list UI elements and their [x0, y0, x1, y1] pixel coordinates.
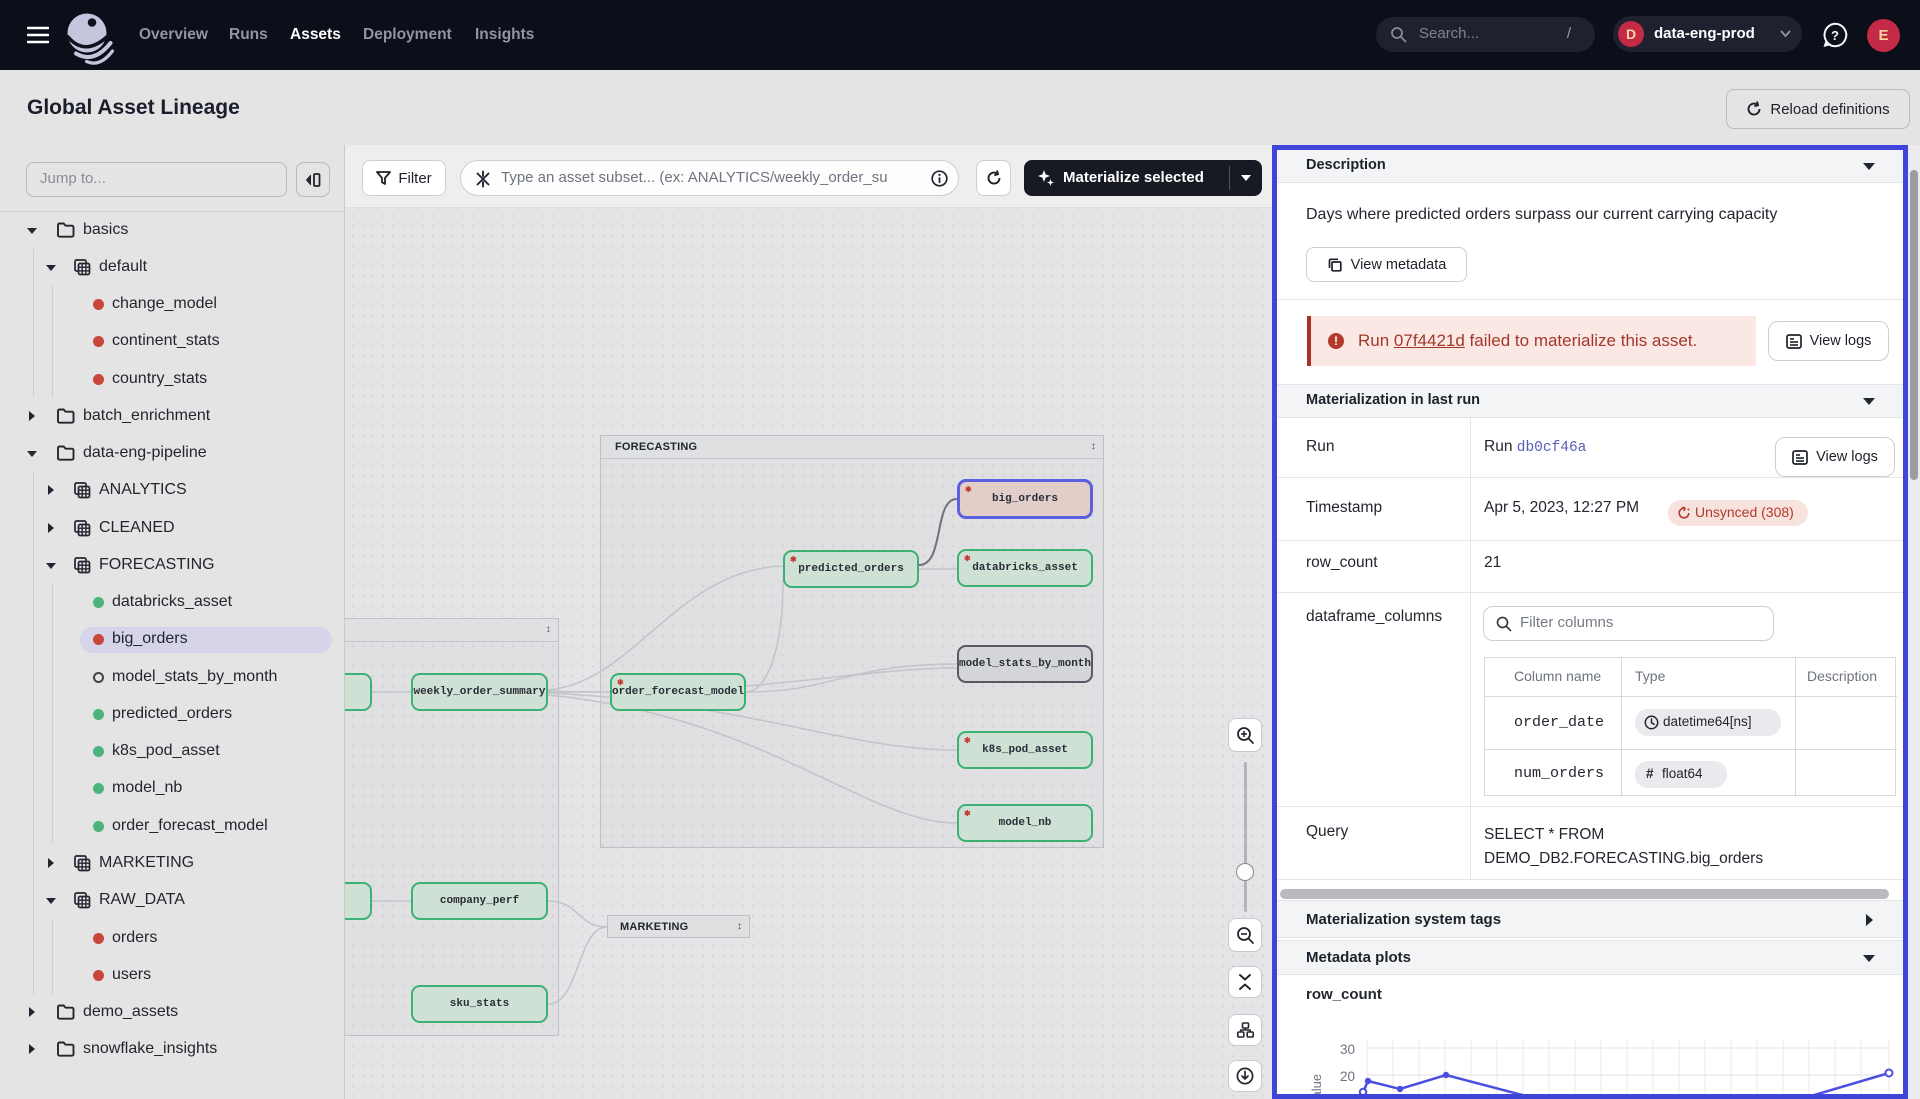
svg-text:?: ?	[1831, 28, 1839, 43]
svg-text:20: 20	[1340, 1069, 1355, 1084]
svg-text:Value: Value	[1309, 1074, 1324, 1099]
svg-text:30: 30	[1340, 1042, 1355, 1057]
